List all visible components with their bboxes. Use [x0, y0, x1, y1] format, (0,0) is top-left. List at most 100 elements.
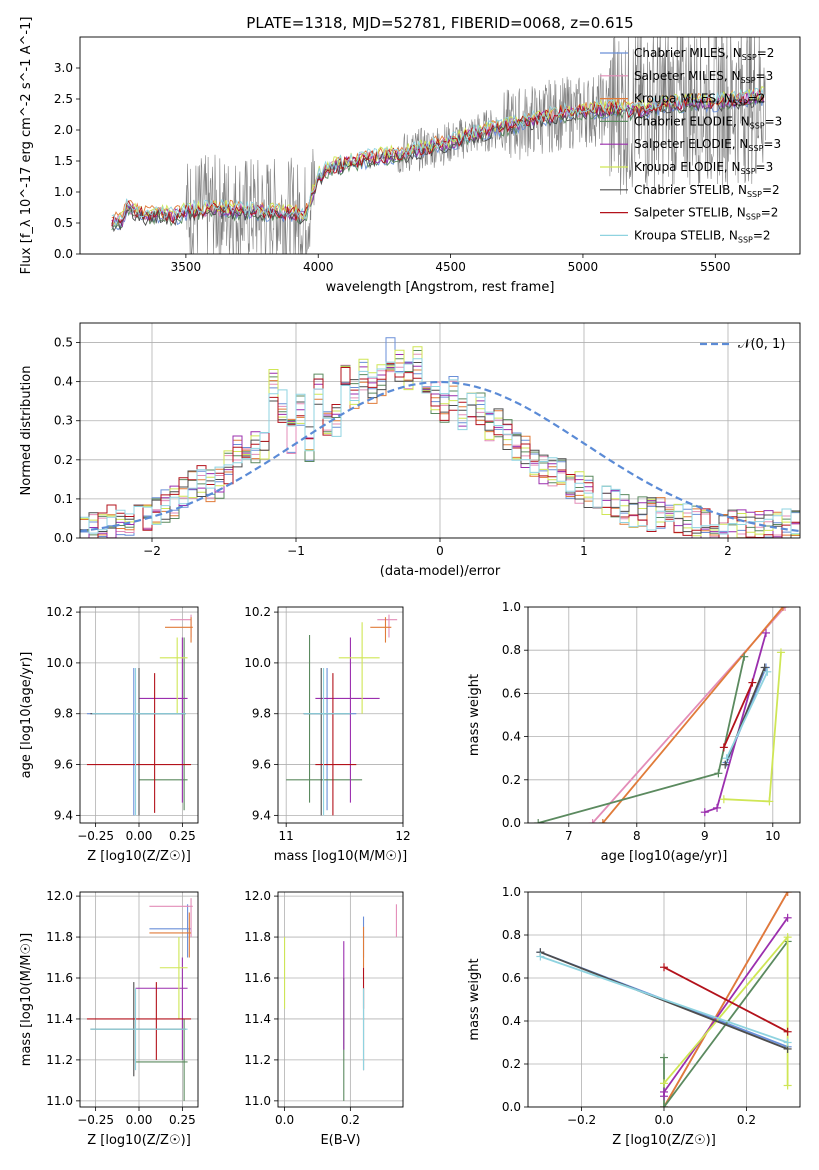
axes-frame: [277, 891, 404, 1108]
y-tick-label: 0.4: [54, 375, 73, 389]
y-tick-label: 11.4: [244, 1012, 271, 1026]
y-tick-label: 3.0: [54, 61, 73, 75]
x-tick-label: 0.2: [341, 1113, 360, 1127]
residuals-panel: −2 −1 0 1 2 0.0 0.1 0.2 0.3 0.4 0.5 (data-model)/er…: [19, 322, 801, 579]
x-tick-label: 12: [395, 829, 410, 843]
y-tick-label: 9.4: [54, 808, 73, 822]
plot-area: [80, 607, 198, 823]
normal-distribution-curve: [80, 380, 800, 533]
model-spectrum-salpeter-stelib: [111, 88, 765, 227]
y-tick-label: 11.4: [46, 1012, 73, 1026]
legend-entry: Chabrier MILES, NSSP=2: [634, 46, 774, 62]
y-tick-label: 11.0: [244, 1094, 271, 1108]
y-tick-label: 1.0: [502, 600, 521, 614]
mass-weight-vs-metallicity-panel: −0.2 0.0 0.2 0.0 0.2 0.4 0.6 0.8 1.0 Z [log10(Z/Z…: [467, 885, 801, 1148]
y-tick-label: 0.6: [502, 686, 521, 700]
axes-frame: [277, 606, 404, 824]
y-tick-label: 9.6: [54, 758, 73, 772]
mass-weight-line-chabrier-stelib: [540, 951, 788, 1050]
x-tick-label: −0.2: [567, 1113, 596, 1127]
figure-title: PLATE=1318, MJD=52781, FIBERID=0068, z=0…: [246, 14, 633, 32]
x-tick-label: 0.25: [169, 1113, 196, 1127]
y-tick-label: 10.0: [46, 656, 73, 670]
mass-weight-line-chabrier-elodie: [663, 940, 789, 1107]
mass-weight-marker: [783, 1027, 792, 1036]
axes-frame: [79, 606, 199, 824]
y-tick-label: 10.2: [244, 605, 271, 619]
legend-entry: Kroupa STELIB, NSSP=2: [634, 228, 771, 244]
mass-weight-marker: [779, 607, 787, 611]
y-tick-label: 0.0: [502, 1100, 521, 1114]
mass-weight-marker: [740, 652, 749, 661]
y-axis-label: Flux [f_λ 10^-17 erg cm^-2 s^-1 A^-1]: [19, 17, 34, 275]
mass-weight-marker: [748, 678, 757, 687]
mass-weight-marker: [534, 819, 543, 823]
y-tick-label: 0.4: [502, 730, 521, 744]
mass-weight-vs-age-panel: 7 8 9 10 0.0 0.2 0.4 0.6 0.8 1.0 age [log10(age/yr…: [467, 600, 801, 864]
y-tick-label: 2.0: [54, 123, 73, 137]
x-axis-label: Z [log10(Z/Z☉)]: [87, 849, 191, 864]
y-tick-label: 11.2: [46, 1053, 73, 1067]
mass-weight-marker: [536, 952, 545, 961]
x-tick-label: 7: [565, 829, 573, 843]
mass-weight-marker: [660, 1079, 668, 1088]
y-tick-label: 10.0: [244, 656, 271, 670]
plot-area: [278, 892, 403, 1107]
y-axis-label: age [log10(age/yr)]: [19, 652, 34, 779]
x-tick-label: 8: [633, 829, 641, 843]
axes-frame: [79, 322, 801, 539]
x-tick-label: 0.00: [126, 829, 153, 843]
y-tick-label: 9.4: [252, 808, 271, 822]
mass-weight-marker: [588, 819, 597, 823]
y-tick-label: 9.8: [54, 707, 73, 721]
x-axis-label: wavelength [Angstrom, rest frame]: [326, 280, 555, 295]
y-tick-label: 11.0: [46, 1094, 73, 1108]
y-tick-label: 11.8: [244, 930, 271, 944]
mass-weight-line-salpeter-stelib: [663, 966, 789, 1033]
legend-entry: Salpeter ELODIE, NSSP=3: [634, 137, 781, 153]
x-tick-label: −0.25: [77, 1113, 114, 1127]
mass-weight-line-kroupa-miles: [602, 607, 784, 823]
mass-vs-reddening-panel: 0.0 0.2 11.0 11.2 11.4 11.6 11.8 12.0 E(B-V): [244, 889, 404, 1148]
mass-weight-line-kroupa-stelib: [540, 955, 788, 1044]
mass-weight-marker: [783, 892, 792, 896]
y-tick-label: 0.8: [502, 643, 521, 657]
legend-entry: Salpeter STELIB, NSSP=2: [634, 206, 778, 222]
y-tick-label: 11.6: [46, 971, 73, 985]
y-tick-label: 11.2: [244, 1053, 271, 1067]
x-tick-label: 0: [436, 544, 444, 558]
x-tick-label: 2: [724, 544, 732, 558]
mass-weight-marker: [760, 663, 769, 672]
y-tick-label: 0.0: [502, 816, 521, 830]
y-tick-label: 0.2: [502, 1057, 521, 1071]
axes-frame: [527, 891, 801, 1108]
mass-weight-marker: [762, 628, 770, 637]
y-tick-label: 12.0: [46, 889, 73, 903]
legend-entry: Chabrier ELODIE, NSSP=3: [634, 114, 782, 130]
x-tick-label: 3500: [171, 260, 202, 274]
mass-weight-marker: [783, 933, 792, 942]
x-tick-label: −1: [287, 544, 305, 558]
mass-weight-marker: [719, 795, 728, 804]
observed-spectrum: [111, 37, 766, 254]
mass-weight-marker: [765, 797, 774, 806]
mass-weight-marker: [776, 648, 785, 657]
x-tick-label: 5000: [568, 260, 599, 274]
x-axis-label: Z [log10(Z/Z☉)]: [612, 1133, 716, 1148]
mass-weight-marker: [719, 743, 728, 752]
x-tick-label: 4500: [435, 260, 466, 274]
x-tick-label: 10: [765, 829, 780, 843]
x-tick-label: −0.25: [77, 829, 114, 843]
y-axis-label: mass weight: [467, 674, 482, 756]
x-tick-label: 4000: [303, 260, 334, 274]
y-tick-label: 0.6: [502, 971, 521, 985]
y-tick-label: 1.0: [502, 885, 521, 899]
x-axis-label: mass [log10(M/M☉)]: [274, 849, 407, 864]
legend-entry: Kroupa MILES, NSSP=2: [634, 92, 765, 108]
mass-weight-line-kroupa-elodie: [663, 934, 789, 1086]
y-tick-label: 0.5: [54, 216, 73, 230]
mass-weight-marker: [660, 1087, 668, 1096]
legend-entry: 𝒩(0, 1): [738, 337, 785, 352]
mass-weight-marker: [721, 760, 730, 769]
